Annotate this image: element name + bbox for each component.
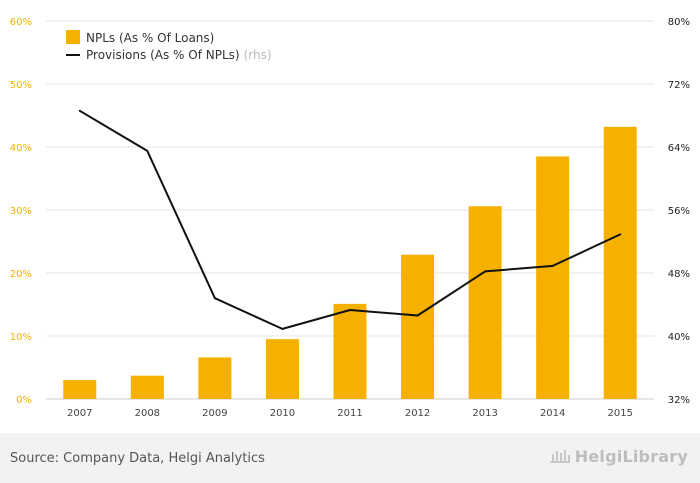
y-left-tick-label: 20%	[10, 269, 32, 280]
source-note: Source: Company Data, Helgi Analytics	[10, 451, 265, 466]
bar-2007	[63, 380, 97, 399]
line-point-2014	[551, 264, 554, 267]
legend-provisions-name: Provisions (As % Of NPLs)	[86, 48, 240, 62]
y-left-tick-label: 50%	[10, 80, 32, 91]
y-right-tick-label: 72%	[668, 80, 690, 91]
x-tick-label: 2015	[607, 408, 632, 419]
x-axis: 2007 2008 2009 2010 2011 2012 2013 2014 2015	[67, 408, 633, 419]
legend-rhs-note: (rhs)	[244, 48, 272, 62]
bar-2008	[130, 375, 164, 399]
legend: NPLs (As % Of Loans) Provisions (As % Of…	[66, 30, 272, 62]
bar-2011	[333, 303, 367, 399]
x-tick-label: 2009	[202, 408, 227, 419]
x-tick-label: 2010	[270, 408, 295, 419]
y-right-tick-label: 40%	[668, 332, 690, 343]
y-axis-right: 32% 40% 48% 56% 64% 72% 80%	[668, 17, 690, 406]
line-point-2015	[619, 233, 622, 236]
bar-2014	[536, 156, 570, 399]
y-axis-left: 0% 10% 20% 30% 40% 50% 60%	[10, 17, 32, 406]
grid	[46, 20, 654, 400]
y-right-tick-label: 80%	[668, 17, 690, 28]
footer: Source: Company Data, Helgi Analytics He…	[0, 433, 700, 483]
y-left-tick-label: 30%	[10, 206, 32, 217]
x-tick-label: 2007	[67, 408, 92, 419]
line-point-2012	[416, 314, 419, 317]
x-tick-label: 2012	[405, 408, 430, 419]
x-tick-label: 2008	[135, 408, 160, 419]
x-tick-label: 2013	[472, 408, 497, 419]
bar-2009	[198, 357, 232, 399]
line-point-2009	[213, 297, 216, 300]
x-tick-label: 2011	[337, 408, 362, 419]
helgi-library-logo: HelgiLibrary	[549, 447, 688, 466]
legend-label-provisions: Provisions (As % Of NPLs) (rhs)	[86, 48, 272, 62]
logo-text: HelgiLibrary	[574, 447, 688, 466]
y-left-tick-label: 60%	[10, 17, 32, 28]
line-point-2010	[281, 327, 284, 330]
bar-2013	[468, 206, 502, 399]
line-point-2007	[78, 109, 81, 112]
line-point-2011	[349, 309, 351, 312]
legend-label-npls: NPLs (As % Of Loans)	[86, 31, 214, 45]
bar-series	[63, 126, 637, 399]
bar-2010	[265, 339, 299, 399]
bar-2015	[603, 126, 637, 399]
y-left-tick-label: 10%	[10, 332, 32, 343]
bar-2012	[401, 254, 435, 399]
y-left-tick-label: 0%	[16, 395, 32, 406]
y-left-tick-label: 40%	[10, 143, 32, 154]
line-point-2013	[484, 270, 487, 273]
y-right-tick-label: 56%	[668, 206, 690, 217]
legend-swatch-npls	[66, 30, 80, 44]
x-tick-label: 2014	[540, 408, 565, 419]
line-point-2008	[146, 149, 149, 152]
y-right-tick-label: 32%	[668, 395, 690, 406]
y-right-tick-label: 64%	[668, 143, 690, 154]
line-series	[78, 109, 622, 330]
library-building-icon	[549, 450, 570, 463]
y-right-tick-label: 48%	[668, 269, 690, 280]
